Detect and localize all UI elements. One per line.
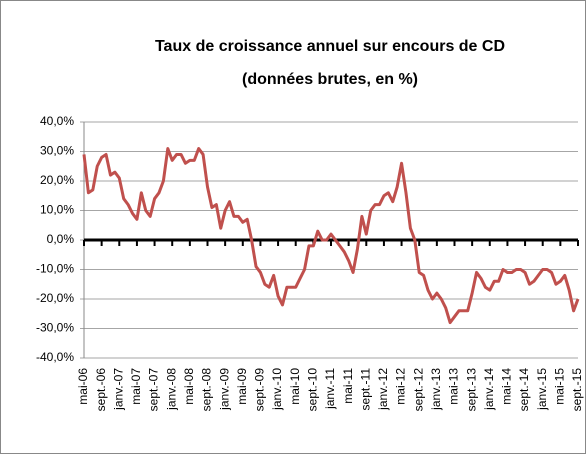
y-tick-label: 20,0% bbox=[40, 173, 74, 187]
y-tick-label: -30,0% bbox=[36, 321, 74, 335]
x-tick-label: sept.-07 bbox=[147, 368, 161, 412]
data-line bbox=[82, 147, 580, 325]
x-tick-label: sept.-10 bbox=[306, 368, 320, 412]
chart-subtitle: (données brutes, en %) bbox=[242, 71, 418, 88]
x-tick-label: janv.-14 bbox=[482, 368, 496, 411]
y-tick-label: -40,0% bbox=[36, 350, 74, 364]
y-tick-label: 40,0% bbox=[40, 114, 74, 128]
x-tick-label: mai-11 bbox=[341, 368, 355, 404]
x-tick-label: sept.-09 bbox=[253, 368, 267, 412]
x-tick-label: janv.-12 bbox=[376, 368, 390, 411]
chart-title: Taux de croissance annuel sur encours de… bbox=[155, 38, 505, 55]
y-tick-label: 10,0% bbox=[40, 203, 74, 217]
y-tick-label: -20,0% bbox=[36, 291, 74, 305]
x-tick-label: janv.-13 bbox=[429, 368, 443, 411]
x-tick-label: mai-13 bbox=[447, 368, 461, 405]
y-tick-label: 30,0% bbox=[40, 144, 74, 158]
x-tick-label: sept.-06 bbox=[94, 368, 108, 412]
x-tick-label: mai-14 bbox=[500, 368, 514, 405]
x-tick-label: mai-07 bbox=[129, 368, 143, 405]
x-tick-label: mai-06 bbox=[76, 368, 90, 405]
x-tick-label: janv.-08 bbox=[164, 368, 178, 411]
y-tick-label: -10,0% bbox=[36, 262, 74, 276]
x-tick-label: sept.-12 bbox=[411, 368, 425, 412]
x-tick-label: janv.-15 bbox=[535, 368, 549, 411]
x-tick-label: sept.-15 bbox=[570, 368, 584, 412]
x-tick-label: sept.-08 bbox=[200, 368, 214, 412]
x-tick-label: sept.-13 bbox=[464, 368, 478, 412]
x-tick-label: mai-09 bbox=[235, 368, 249, 405]
x-tick-label: mai-12 bbox=[394, 368, 408, 405]
x-tick-label: sept.-11 bbox=[358, 368, 372, 411]
x-tick-label: janv.-11 bbox=[323, 368, 337, 410]
x-tick-label: sept.-14 bbox=[517, 368, 531, 412]
x-tick-label: janv.-09 bbox=[217, 368, 231, 411]
x-tick-label: janv.-07 bbox=[111, 368, 125, 411]
y-tick-label: 0,0% bbox=[47, 232, 75, 246]
x-tick-label: janv.-10 bbox=[270, 368, 284, 411]
x-tick-label: mai-10 bbox=[288, 368, 302, 405]
x-tick-label: mai-15 bbox=[553, 368, 567, 405]
x-tick-label: mai-08 bbox=[182, 368, 196, 405]
